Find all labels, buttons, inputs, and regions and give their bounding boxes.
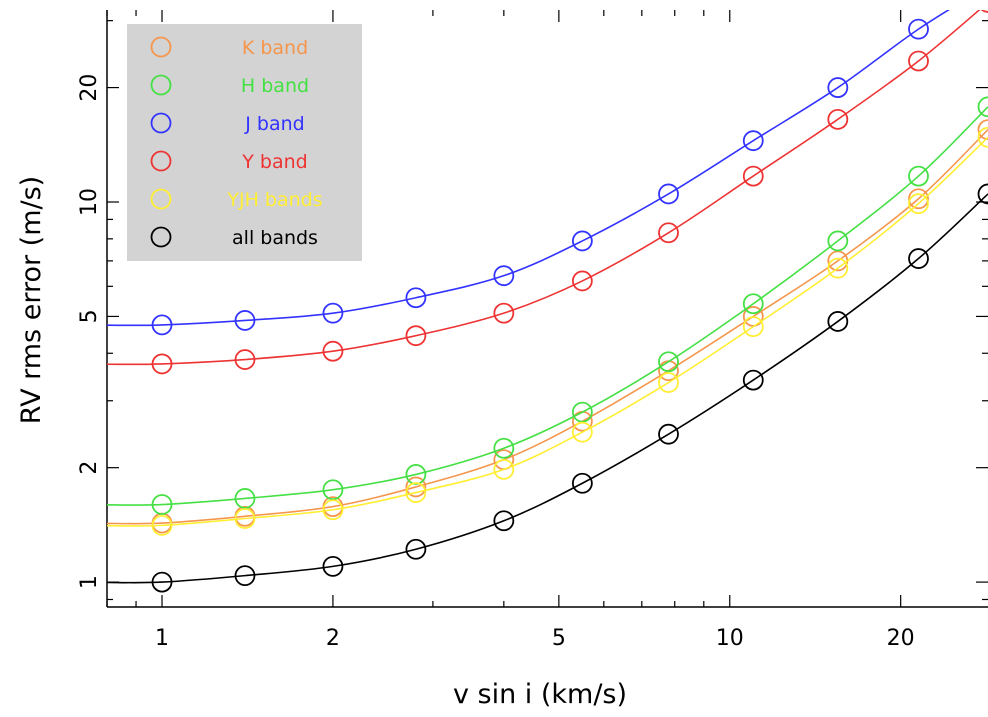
data-point <box>977 119 988 141</box>
data-point <box>658 183 679 205</box>
series-h-band <box>107 96 988 515</box>
plot-frame <box>106 10 988 608</box>
data-point <box>977 126 988 148</box>
series-y-band <box>107 10 988 375</box>
x-tick-label: 2 <box>326 626 340 651</box>
legend-label: Y band <box>241 151 307 173</box>
legend-box <box>127 24 362 261</box>
legend-marker <box>150 226 172 248</box>
data-point <box>742 165 764 187</box>
data-point <box>658 222 679 244</box>
data-point <box>151 314 173 336</box>
data-point <box>571 421 593 443</box>
data-point <box>322 479 344 501</box>
data-point <box>234 508 256 529</box>
data-point <box>571 270 593 292</box>
data-point <box>908 188 929 210</box>
legend-marker <box>150 112 172 134</box>
series-line <box>107 129 988 525</box>
data-point <box>493 265 515 287</box>
data-point <box>234 310 256 331</box>
data-point <box>977 183 988 205</box>
x-tick-label: 20 <box>887 626 915 651</box>
data-point <box>742 130 764 152</box>
x-tick-label: 1 <box>155 626 169 651</box>
axis-tick-labels: 1 2 5 10 20 1 2 5 10 20 <box>77 74 915 651</box>
data-point <box>977 96 988 118</box>
axis-ticks <box>106 10 988 607</box>
data-point <box>151 494 173 515</box>
y-tick-label: 5 <box>77 309 102 323</box>
data-point <box>827 108 849 130</box>
data-point <box>908 248 929 269</box>
series-yjh-bands <box>107 126 988 536</box>
legend-marker <box>150 36 172 58</box>
x-axis-title: v sin i (km/s) <box>453 679 627 710</box>
legend: K band H band J band Y band YJH bands all ban… <box>127 24 362 261</box>
data-point <box>658 351 679 373</box>
data-point <box>405 538 427 560</box>
data-point <box>234 565 256 587</box>
x-tick-label: 5 <box>552 626 566 651</box>
data-point <box>571 401 593 423</box>
legend-marker <box>150 150 172 172</box>
data-point <box>742 293 764 315</box>
legend-label: YJH bands <box>226 189 322 211</box>
y-tick-label: 1 <box>77 575 102 589</box>
data-point <box>151 353 173 375</box>
x-tick-label: 10 <box>716 626 744 651</box>
legend-label: all bands <box>232 227 318 249</box>
data-point <box>234 349 256 370</box>
data-point <box>742 316 764 338</box>
data-point <box>658 372 679 393</box>
data-point <box>827 257 849 279</box>
legend-label: J band <box>244 113 304 135</box>
data-point <box>908 18 929 40</box>
plot-area <box>107 10 988 593</box>
data-point <box>322 499 344 521</box>
data-point <box>742 369 764 391</box>
series-j-band <box>107 10 950 336</box>
y-tick-label: 2 <box>77 461 102 475</box>
data-point <box>493 510 515 532</box>
data-point <box>827 77 849 98</box>
y-axis-title: RV rms error (m/s) <box>16 176 47 424</box>
data-point <box>571 230 593 252</box>
data-point <box>405 482 427 503</box>
data-point <box>571 472 593 494</box>
data-point <box>908 193 929 215</box>
data-point <box>322 302 344 324</box>
legend-label: H band <box>241 75 309 97</box>
data-point <box>405 476 427 498</box>
data-point <box>322 340 344 362</box>
series-line <box>107 10 950 327</box>
data-point <box>908 165 929 187</box>
data-point <box>151 514 173 536</box>
legend-marker <box>150 188 172 210</box>
y-tick-label: 10 <box>77 188 102 216</box>
data-point <box>658 423 679 445</box>
series-line <box>107 106 988 506</box>
data-point <box>151 571 173 593</box>
data-point <box>493 458 515 480</box>
data-point <box>493 302 515 324</box>
data-point <box>405 325 427 347</box>
series-line <box>107 193 988 584</box>
data-point <box>234 488 256 509</box>
series-line <box>107 136 988 527</box>
y-tick-label: 20 <box>77 74 102 102</box>
data-point <box>827 311 849 332</box>
legend-marker <box>150 74 172 96</box>
legend-label: K band <box>242 37 308 59</box>
data-point <box>827 230 849 252</box>
data-point <box>405 287 427 309</box>
data-point <box>322 555 344 577</box>
data-point <box>493 437 515 459</box>
data-point <box>908 50 929 72</box>
series-all-bands <box>107 183 988 593</box>
